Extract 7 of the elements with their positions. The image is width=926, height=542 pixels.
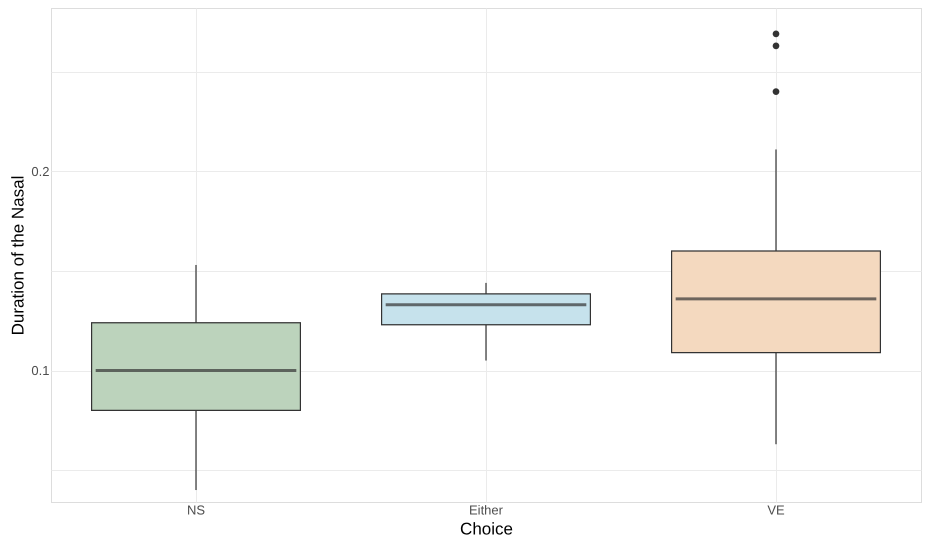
x-tick-label: NS [186, 502, 206, 518]
y-tick-label: 0.1 [31, 363, 50, 378]
y-axis-title: Duration of the Nasal [8, 176, 28, 336]
x-axis-title: Choice [460, 520, 513, 538]
x-tick-label: VE [767, 502, 785, 518]
x-tick-label: Either [469, 502, 504, 518]
y-tick-label: 0.2 [31, 164, 50, 179]
